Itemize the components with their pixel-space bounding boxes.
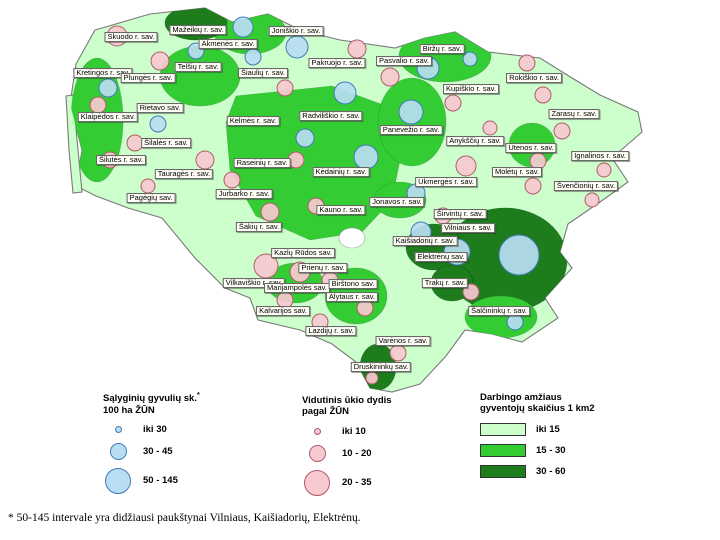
legend-livestock-items: iki 30 30 - 45 50 - 145: [103, 424, 200, 494]
legend-item-label: 10 - 20: [342, 447, 372, 459]
legend-item-label: iki 10: [342, 425, 366, 437]
farm-size-circle: [455, 155, 477, 177]
livestock-circle: [410, 221, 432, 243]
density-swatch: [480, 464, 526, 478]
farm-size-circle: [101, 151, 119, 169]
farm-size-circle: [596, 162, 612, 178]
farm-size-circle: [518, 54, 536, 72]
livestock-circle: [416, 56, 440, 80]
livestock-circle: [353, 144, 379, 170]
legend-item-label: 50 - 145: [143, 475, 178, 487]
legend-item: 15 - 30: [480, 443, 595, 457]
farm-size-circle: [389, 344, 407, 362]
farm-size-circle: [140, 178, 156, 194]
legend-item: 10 - 20: [302, 444, 392, 462]
legend-item: 50 - 145: [103, 467, 200, 494]
footnote: * 50-145 intervale yra didžiausi paukšty…: [8, 512, 361, 524]
density-swatch: [480, 443, 526, 457]
legend-density-items: iki 15 15 - 30 30 - 60: [480, 422, 595, 478]
farm-size-circle: [534, 86, 552, 104]
farm-size-circle: [260, 202, 280, 222]
legend-item: 30 - 45: [103, 442, 200, 460]
legend-item-label: iki 30: [143, 423, 167, 435]
legend-item: 20 - 35: [302, 469, 392, 496]
farm-size-circle: [482, 120, 498, 136]
livestock-circle: [443, 238, 471, 266]
farm-size-circle: [195, 150, 215, 170]
farm-size-circle: [276, 291, 294, 309]
farm-size-circle: [276, 79, 294, 97]
legend-item: iki 15: [480, 422, 595, 436]
livestock-circle: [506, 313, 524, 331]
farm-size-circle: [365, 371, 379, 385]
legend-population-density: Darbingo amžiaus gyventojų skaičius 1 km…: [480, 392, 595, 478]
pink-circle-symbol: [313, 427, 321, 435]
farm-size-circle: [89, 96, 107, 114]
farm-size-circle: [380, 67, 400, 87]
livestock-circle: [187, 42, 205, 60]
farm-size-circle: [584, 192, 600, 208]
livestock-circle: [98, 78, 118, 98]
farm-size-circle: [553, 122, 571, 140]
symbol-circles-layer: [89, 16, 612, 385]
farm-size-circle: [106, 25, 128, 47]
legend-item-label: 20 - 35: [342, 477, 372, 489]
pink-circle-symbol: [304, 469, 330, 496]
livestock-circle: [398, 99, 424, 125]
footnote-star: *: [196, 392, 200, 399]
blue-circle-symbol: [109, 442, 127, 460]
legend-item: iki 30: [103, 424, 200, 435]
curonian-spit-shape: [65, 94, 83, 194]
legend-item-label: 15 - 30: [536, 444, 566, 456]
farm-size-circle: [321, 271, 339, 289]
farm-size-circle: [529, 152, 547, 170]
legend-density-title: Darbingo amžiaus gyventojų skaičius 1 km…: [480, 392, 595, 415]
livestock-circle: [333, 81, 357, 105]
farm-size-circle: [347, 39, 367, 59]
farm-size-circle: [126, 134, 144, 152]
farm-size-circle: [462, 283, 480, 301]
livestock-circle: [498, 234, 540, 276]
farm-size-circle: [223, 171, 241, 189]
farm-size-circle: [253, 253, 279, 279]
livestock-circle: [406, 183, 426, 203]
legend-livestock: Sąlyginių gyvulių sk.* 100 ha ŽŪN iki 30…: [103, 392, 200, 494]
livestock-circle: [244, 48, 262, 66]
pink-circle-symbol: [308, 444, 326, 462]
farm-size-circle: [307, 197, 325, 215]
farm-size-circle: [150, 51, 170, 71]
legend-item-label: 30 - 60: [536, 465, 566, 477]
legend-item-label: iki 15: [536, 423, 560, 435]
farm-size-circle: [289, 261, 311, 283]
legend-item: iki 10: [302, 426, 392, 437]
farm-size-circle: [524, 177, 542, 195]
blue-circle-symbol: [114, 425, 122, 433]
farm-size-circle: [434, 207, 452, 225]
farm-size-circle: [287, 151, 305, 169]
blue-circle-symbol: [105, 467, 131, 494]
legend-item-label: 30 - 45: [143, 445, 173, 457]
legend-farm-items: iki 10 10 - 20 20 - 35: [302, 426, 392, 496]
livestock-circle: [462, 51, 478, 67]
livestock-circle: [232, 16, 254, 38]
density-swatch: [480, 422, 526, 436]
farm-size-circle: [311, 313, 329, 331]
legend-farm-title: Vidutinis ūkio dydis pagal ŽŪN: [302, 395, 392, 418]
legend-farm-size: Vidutinis ūkio dydis pagal ŽŪN iki 10 10 …: [302, 395, 392, 496]
farm-size-circle: [444, 94, 462, 112]
legend-livestock-title: Sąlyginių gyvulių sk.* 100 ha ŽŪN: [103, 392, 200, 416]
livestock-circle: [285, 35, 309, 59]
farm-size-circle: [356, 299, 374, 317]
legend-item: 30 - 60: [480, 464, 595, 478]
livestock-circle: [295, 128, 315, 148]
livestock-circle: [149, 115, 167, 133]
